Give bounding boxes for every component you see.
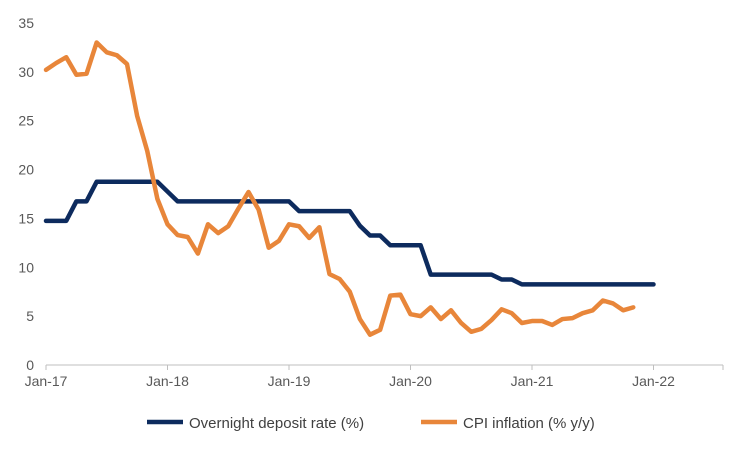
y-tick-label: 35 xyxy=(18,15,34,31)
legend: Overnight deposit rate (%) CPI inflation … xyxy=(147,415,595,432)
y-tick-label: 5 xyxy=(26,308,34,324)
series-line-0 xyxy=(43,179,656,287)
series-line-1 xyxy=(43,40,636,337)
y-tick-label: 25 xyxy=(18,113,34,129)
x-tick-label: Jan-20 xyxy=(389,373,432,389)
axes: Jan-17 Jan-18 Jan-19 Jan-20 Jan-21 Jan-22 0 5 10… xyxy=(18,15,724,389)
x-tick-label: Jan-17 xyxy=(25,373,68,389)
y-tick-label: 20 xyxy=(18,162,34,178)
legend-label-1: CPI inflation (% y/y) xyxy=(463,415,595,432)
y-tick-label: 0 xyxy=(26,357,34,373)
legend-label-0: Overnight deposit rate (%) xyxy=(189,415,364,432)
series-layer xyxy=(43,40,656,337)
x-tick-label: Jan-19 xyxy=(268,373,311,389)
y-tick-label: 10 xyxy=(18,259,34,275)
y-tick-label: 30 xyxy=(18,64,34,80)
x-tick-label: Jan-18 xyxy=(146,373,189,389)
x-tick-label: Jan-22 xyxy=(632,373,675,389)
y-tick-label: 15 xyxy=(18,210,34,226)
x-tick-label: Jan-21 xyxy=(511,373,554,389)
